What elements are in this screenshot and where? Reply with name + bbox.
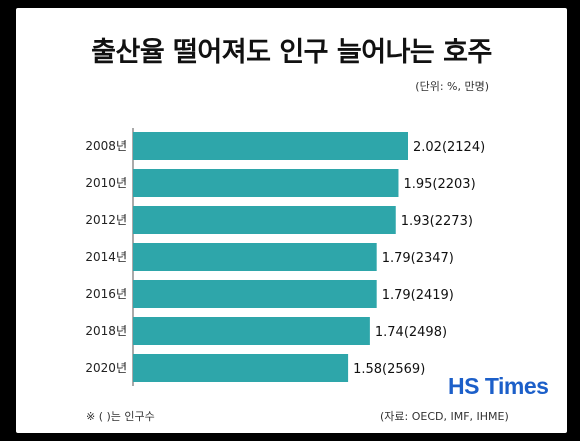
data-label: 1.74(2498) <box>375 325 447 340</box>
data-label: 2.02(2124) <box>413 140 485 155</box>
y-tick-label: 2012년 <box>85 213 127 227</box>
bar <box>133 132 408 160</box>
data-label: 1.79(2347) <box>382 251 454 266</box>
y-tick-label: 2014년 <box>85 250 127 264</box>
bar <box>133 206 396 234</box>
data-label: 1.58(2569) <box>353 362 425 377</box>
data-label: 1.95(2203) <box>403 177 475 192</box>
bar <box>133 317 370 345</box>
data-label: 1.93(2273) <box>401 214 473 229</box>
bar <box>133 280 377 308</box>
chart-title: 출산율 떨어져도 인구 늘어나는 호주 <box>91 37 492 68</box>
y-tick-label: 2020년 <box>85 361 127 375</box>
unit-note: (단위: %, 만명) <box>415 80 489 93</box>
y-tick-label: 2016년 <box>85 287 127 301</box>
data-label: 1.79(2419) <box>382 288 454 303</box>
footnote: ※ ( )는 인구수 <box>86 410 155 423</box>
y-tick-label: 2008년 <box>85 139 127 153</box>
bar-chart: 2008년 2.02(2124) 2010년 1.95(2203) 2012년 1.93(… <box>85 128 485 386</box>
source-note: (자료: OECD, IMF, IHME) <box>380 410 509 423</box>
bar <box>133 354 349 382</box>
bar <box>133 169 399 197</box>
bar <box>133 243 377 271</box>
y-tick-label: 2018년 <box>85 324 127 338</box>
y-tick-label: 2010년 <box>85 176 127 190</box>
chart-card: 출산율 떨어져도 인구 늘어나는 호주 (단위: %, 만명) 2008년 2.0… <box>16 8 567 433</box>
hs-times-logo: HS Times <box>448 373 549 399</box>
